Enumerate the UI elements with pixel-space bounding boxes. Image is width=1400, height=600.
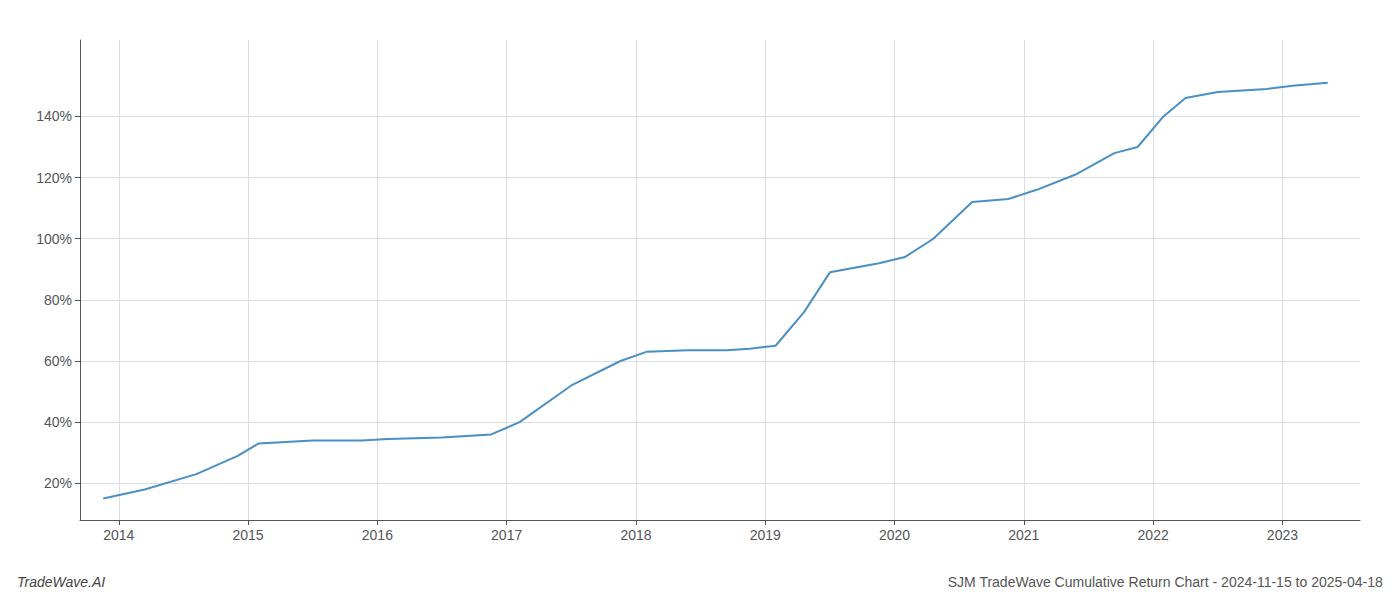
svg-text:2020: 2020 [879, 527, 910, 543]
svg-text:2023: 2023 [1267, 527, 1298, 543]
svg-text:2019: 2019 [750, 527, 781, 543]
svg-text:2017: 2017 [491, 527, 522, 543]
svg-text:2014: 2014 [103, 527, 134, 543]
svg-text:120%: 120% [36, 170, 72, 186]
svg-text:SJM TradeWave Cumulative Retur: SJM TradeWave Cumulative Return Chart - … [948, 574, 1383, 590]
svg-text:2018: 2018 [620, 527, 651, 543]
svg-text:100%: 100% [36, 231, 72, 247]
svg-text:60%: 60% [44, 353, 72, 369]
svg-text:2015: 2015 [233, 527, 264, 543]
svg-text:40%: 40% [44, 414, 72, 430]
svg-text:TradeWave.AI: TradeWave.AI [17, 574, 105, 590]
svg-text:2022: 2022 [1138, 527, 1169, 543]
svg-text:2016: 2016 [362, 527, 393, 543]
svg-text:2021: 2021 [1008, 527, 1039, 543]
svg-text:20%: 20% [44, 475, 72, 491]
svg-text:140%: 140% [36, 108, 72, 124]
svg-text:80%: 80% [44, 292, 72, 308]
